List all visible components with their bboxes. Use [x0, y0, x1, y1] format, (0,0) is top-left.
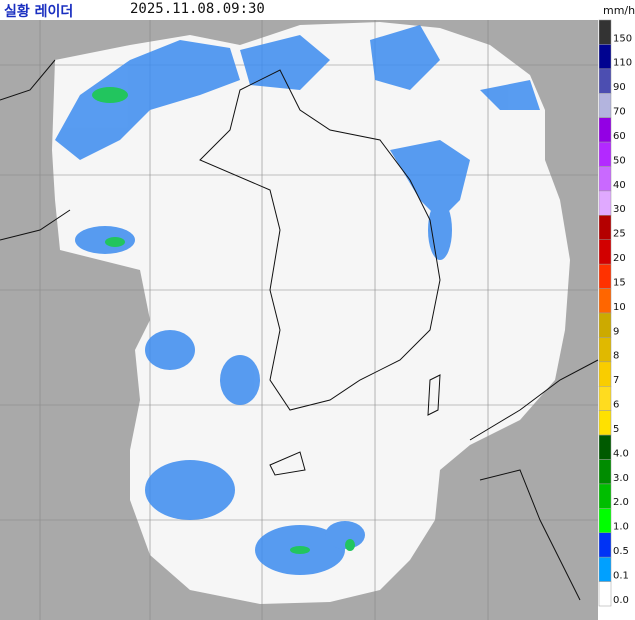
legend-label: 8 — [613, 351, 619, 362]
coastlines — [0, 59, 599, 601]
legend-swatch — [598, 44, 612, 70]
legend-swatch — [598, 483, 612, 509]
legend-label: 5 — [613, 424, 619, 435]
legend-swatch — [598, 434, 612, 460]
legend-label: 50 — [613, 155, 626, 166]
legend-label: 25 — [613, 229, 626, 240]
legend-label: 15 — [613, 277, 626, 288]
legend-label: 40 — [613, 180, 626, 191]
legend-swatch — [598, 117, 612, 143]
legend-swatch — [598, 386, 612, 411]
legend-swatch — [598, 239, 612, 265]
legend-label: 150 — [613, 33, 632, 44]
legend-swatch — [598, 141, 612, 167]
legend-swatch — [598, 337, 612, 363]
rain-core — [92, 87, 355, 554]
legend-label: 9 — [613, 326, 619, 337]
legend-label: 20 — [613, 253, 626, 264]
legend-label: 90 — [613, 82, 626, 93]
legend-swatch — [598, 312, 612, 338]
legend-label: 30 — [613, 204, 626, 215]
legend-swatch — [598, 556, 612, 582]
rain-areas — [55, 25, 540, 575]
legend-swatch — [598, 68, 612, 94]
title: 실황 레이더 — [4, 4, 74, 20]
legend-label: 60 — [613, 131, 626, 142]
legend-label: 7 — [613, 375, 619, 386]
legend-label: 110 — [613, 58, 632, 69]
legend-swatch — [598, 215, 612, 240]
legend-label: 3.0 — [613, 473, 629, 484]
legend-swatch — [598, 166, 612, 192]
legend-swatch — [598, 19, 612, 45]
legend-swatch — [598, 190, 612, 216]
legend-swatch — [598, 410, 612, 436]
legend-label: 2.0 — [613, 497, 629, 508]
legend-swatch — [598, 361, 612, 387]
legend-label: 0.5 — [613, 546, 629, 557]
legend-label: 6 — [613, 400, 619, 411]
legend-label: 70 — [613, 107, 626, 118]
legend-label: 1.0 — [613, 522, 629, 533]
unit: mm/h — [603, 4, 635, 17]
legend-swatch — [598, 288, 612, 314]
legend-label: 0.1 — [613, 570, 629, 581]
legend-swatch — [598, 93, 612, 118]
legend-swatch — [598, 508, 612, 534]
legend-swatch — [598, 532, 612, 558]
legend-swatch — [598, 581, 612, 607]
legend-swatch — [598, 459, 612, 485]
legend-label: 4.0 — [613, 448, 629, 459]
legend-label: 10 — [613, 302, 626, 313]
legend-swatch — [598, 263, 612, 289]
legend-label: 0.0 — [613, 595, 629, 606]
timestamp: 2025.11.08.09:30 — [130, 1, 265, 17]
